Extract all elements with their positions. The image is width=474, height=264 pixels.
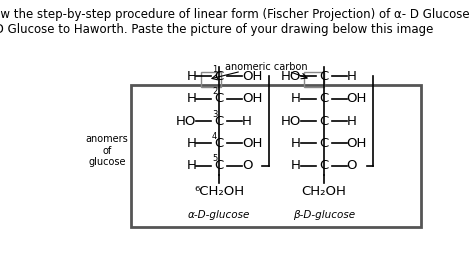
Text: anomers
of
glucose: anomers of glucose <box>86 134 128 167</box>
Text: C: C <box>214 137 224 150</box>
Text: C: C <box>319 70 328 83</box>
Text: H: H <box>186 70 196 83</box>
Text: HO: HO <box>176 115 196 128</box>
Text: H: H <box>186 92 196 105</box>
Text: OH: OH <box>242 137 262 150</box>
Text: OH: OH <box>242 92 262 105</box>
Text: OH: OH <box>242 70 262 83</box>
Text: C: C <box>319 137 328 150</box>
Text: H: H <box>186 137 196 150</box>
Text: H: H <box>186 159 196 172</box>
Text: C: C <box>319 115 328 128</box>
Text: ⁶CH₂OH: ⁶CH₂OH <box>194 185 244 198</box>
Text: HO: HO <box>281 70 301 83</box>
Text: 4: 4 <box>212 132 217 141</box>
Text: C: C <box>214 70 224 83</box>
Text: H: H <box>291 159 301 172</box>
Text: H: H <box>242 115 252 128</box>
Bar <box>131 84 421 227</box>
Text: C: C <box>319 159 328 172</box>
Text: C: C <box>319 92 328 105</box>
Text: C: C <box>214 115 224 128</box>
Text: H: H <box>291 92 301 105</box>
Text: β-D-glucose: β-D-glucose <box>292 210 355 220</box>
Text: HO: HO <box>281 115 301 128</box>
Text: C: C <box>214 92 224 105</box>
Text: CH₂OH: CH₂OH <box>301 185 346 198</box>
Text: O: O <box>242 159 252 172</box>
Text: 5: 5 <box>212 154 217 163</box>
Text: 3: 3 <box>212 110 217 119</box>
Text: Draw the step-by-step procedure of linear form (Fischer Projection) of α- D Gluc: Draw the step-by-step procedure of linea… <box>0 8 474 36</box>
Text: OH: OH <box>346 137 367 150</box>
Bar <box>201 72 221 87</box>
Text: 1: 1 <box>212 65 217 74</box>
Text: anomeric carbon: anomeric carbon <box>226 62 308 72</box>
Text: O: O <box>346 159 357 172</box>
Text: OH: OH <box>346 92 367 105</box>
Text: H: H <box>291 137 301 150</box>
Bar <box>303 72 324 87</box>
Text: α-D-glucose: α-D-glucose <box>188 210 250 220</box>
Text: H: H <box>346 115 356 128</box>
Text: 2: 2 <box>212 87 217 96</box>
Text: H: H <box>346 70 356 83</box>
Text: C: C <box>214 159 224 172</box>
